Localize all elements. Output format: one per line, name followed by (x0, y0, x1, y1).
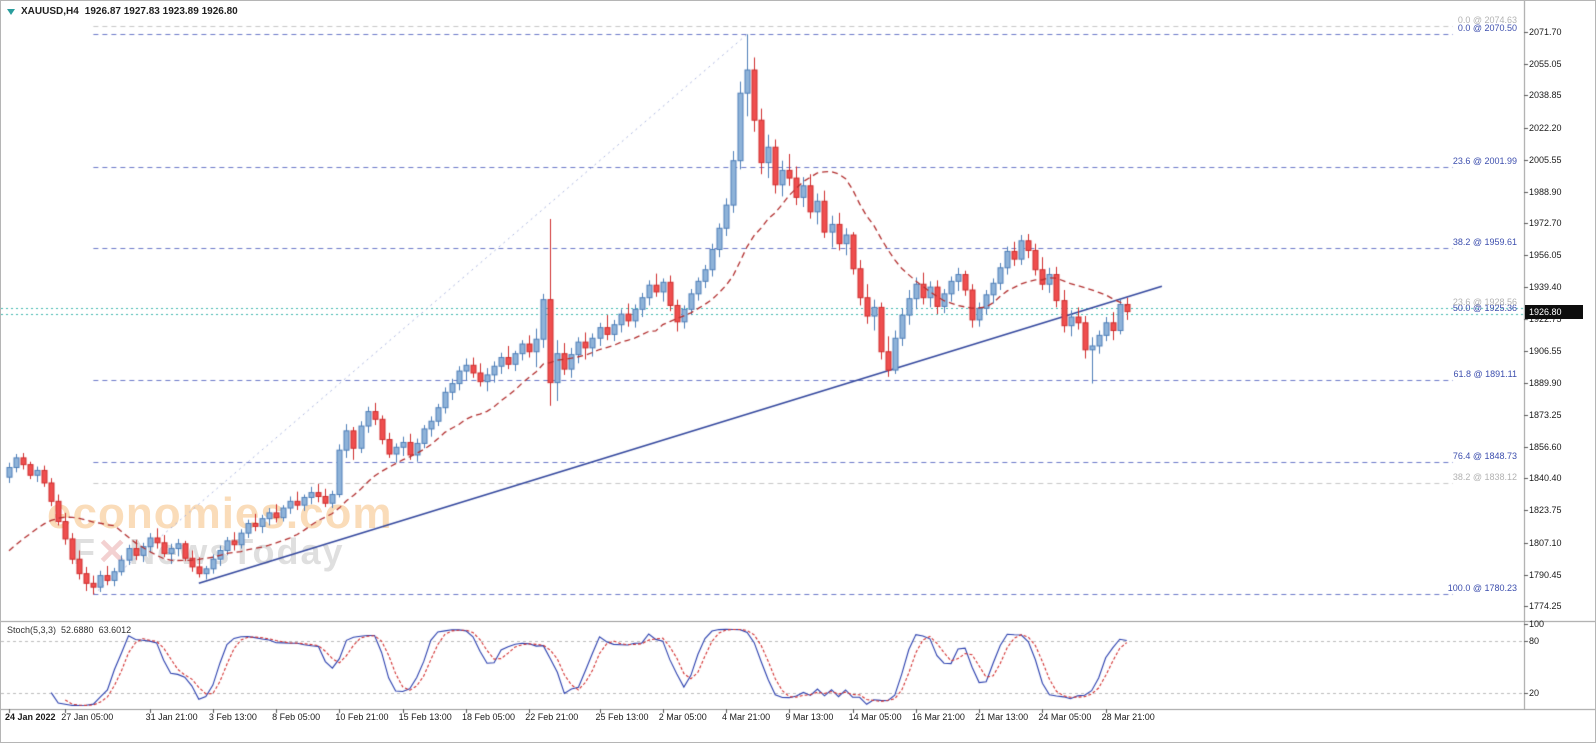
stochastic-indicator-label: Stoch(5,3,3) 52.6880 63.6012 (7, 625, 136, 635)
stoch-main-value: 52.6880 (61, 625, 94, 635)
current-price-tag: 1926.80 (1525, 304, 1583, 319)
stoch-signal-value: 63.6012 (98, 625, 132, 635)
chart-header: XAUUSD,H4 1926.87 1927.83 1923.89 1926.8… (7, 6, 238, 17)
ohlc-values: 1926.87 1927.83 1923.89 1926.80 (84, 6, 238, 17)
stoch-name: Stoch(5,3,3) (7, 625, 57, 635)
symbol-marker-icon (7, 8, 15, 15)
symbol-timeframe-label: XAUUSD,H4 (21, 6, 79, 17)
